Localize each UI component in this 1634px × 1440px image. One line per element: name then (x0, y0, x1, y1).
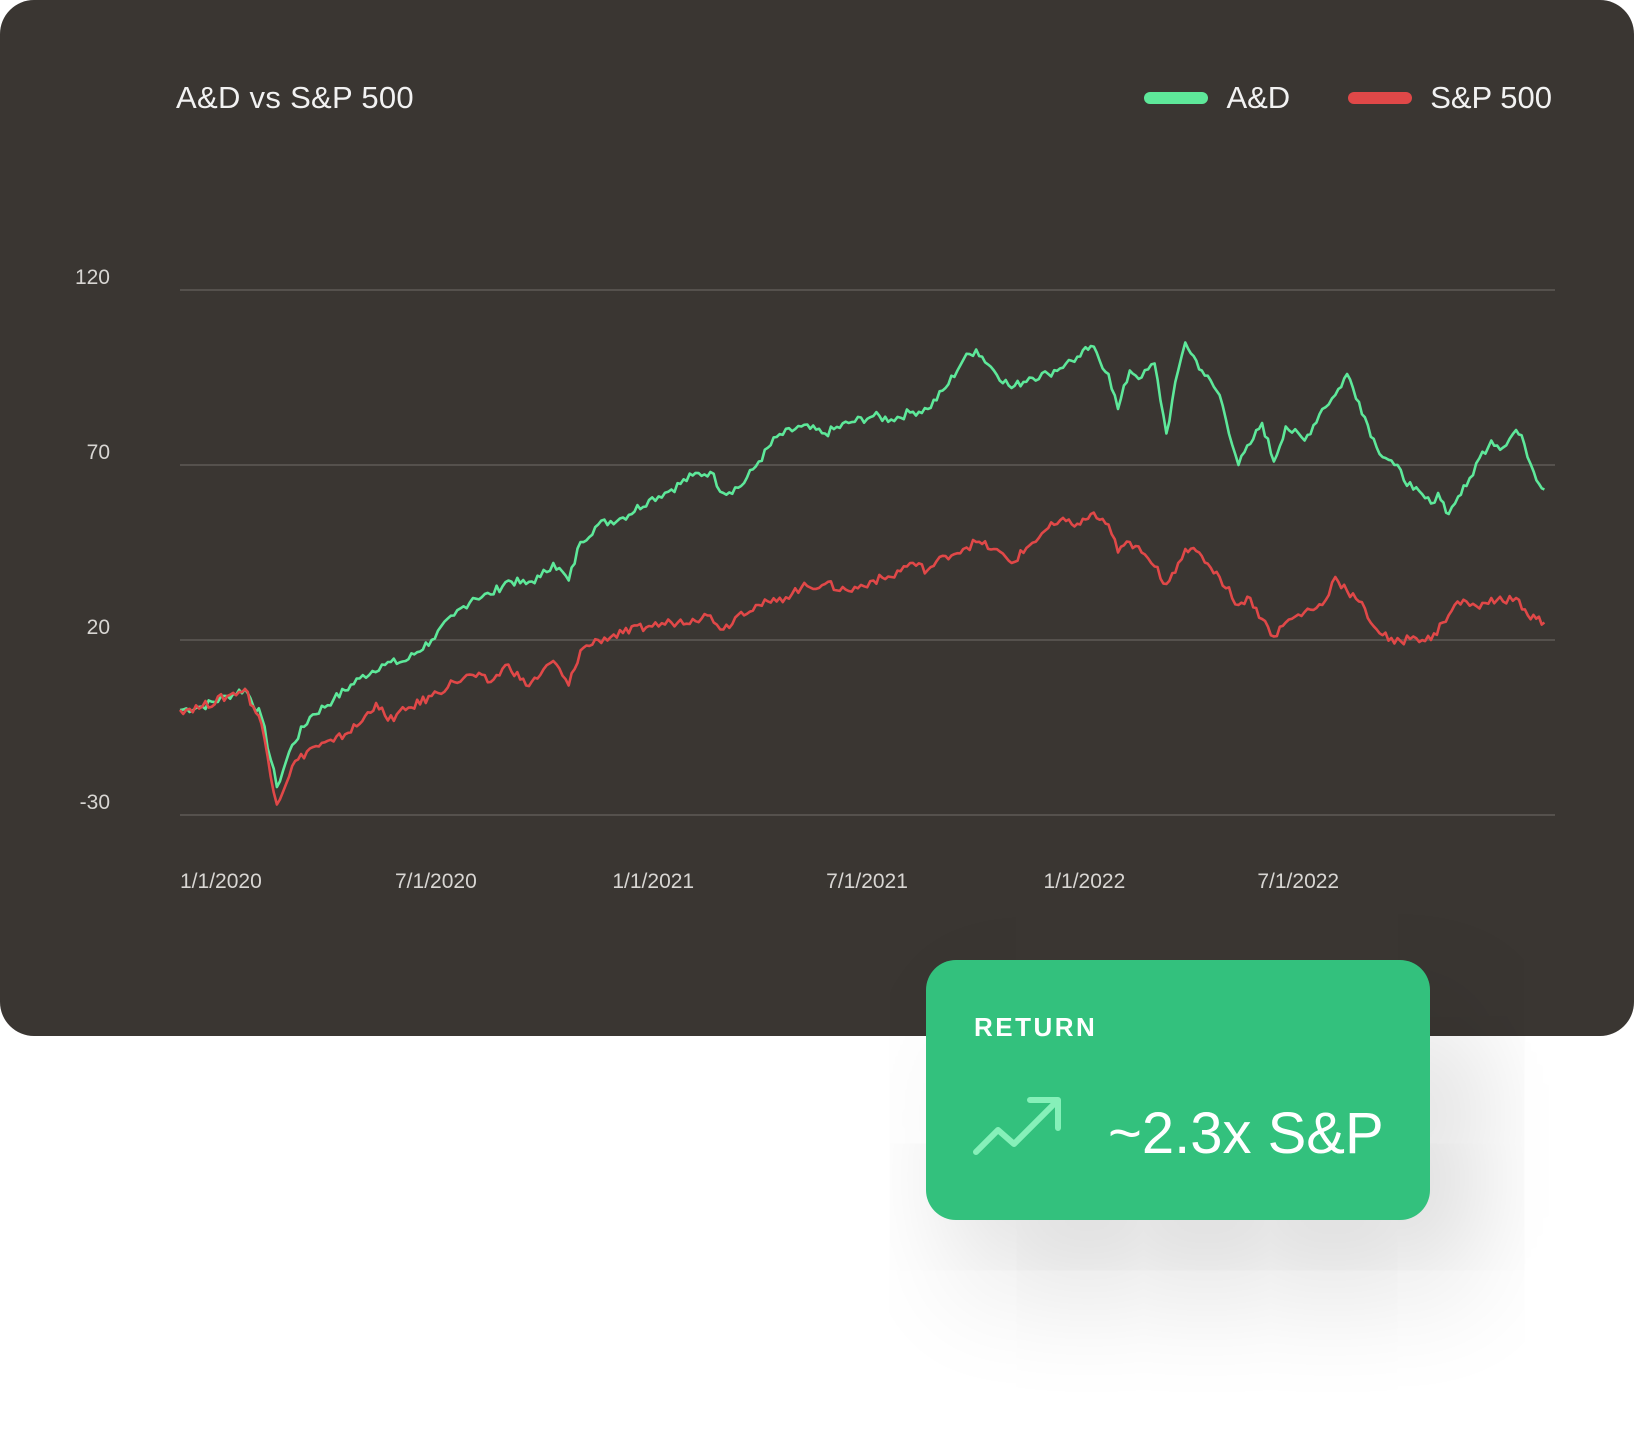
x-axis-ticks: 1/1/2020 7/1/2020 1/1/2021 7/1/2021 1/1/2022… (180, 870, 1339, 893)
return-callout: RETURN ~2.3x S&P (926, 960, 1430, 1220)
y-tick-label: 120 (75, 266, 110, 289)
series-line-sp500 (178, 511, 1546, 806)
x-tick-label: 7/1/2020 (395, 870, 477, 893)
x-tick-label: 7/1/2022 (1257, 870, 1339, 893)
x-tick-label: 1/1/2021 (612, 870, 694, 893)
y-tick-label: 70 (87, 441, 110, 464)
legend-label-ad: A&D (1226, 80, 1291, 115)
callout-value: ~2.3x S&P (1108, 1101, 1384, 1166)
series-line-ad (179, 341, 1545, 789)
x-tick-label: 1/1/2022 (1044, 870, 1126, 893)
chart-legend: A&D S&P 500 (1086, 80, 1552, 116)
x-tick-label: 7/1/2021 (826, 870, 908, 893)
legend-swatch-ad (1144, 92, 1209, 104)
series-lines (178, 341, 1546, 806)
legend-label-sp500: S&P 500 (1430, 80, 1552, 115)
gridlines (180, 289, 1555, 816)
y-axis-ticks: 120 70 20 -30 (75, 266, 110, 814)
chart-card: A&D vs S&P 500 A&D S&P 500 120 70 20 -30 1/… (0, 0, 1634, 1036)
legend-item-sp500[interactable]: S&P 500 (1348, 80, 1552, 116)
trending-up-icon (973, 1097, 1061, 1155)
line-chart: 120 70 20 -30 1/1/2020 7/1/2020 1/1/2021 7/1/2… (75, 266, 1555, 893)
callout-label: RETURN (974, 1012, 1098, 1042)
legend-swatch-sp500 (1348, 92, 1413, 104)
x-tick-label: 1/1/2020 (180, 870, 262, 893)
legend-item-ad[interactable]: A&D (1144, 80, 1290, 116)
y-tick-label: 20 (87, 616, 110, 639)
y-tick-label: -30 (80, 791, 110, 814)
chart-title: A&D vs S&P 500 (176, 80, 414, 115)
